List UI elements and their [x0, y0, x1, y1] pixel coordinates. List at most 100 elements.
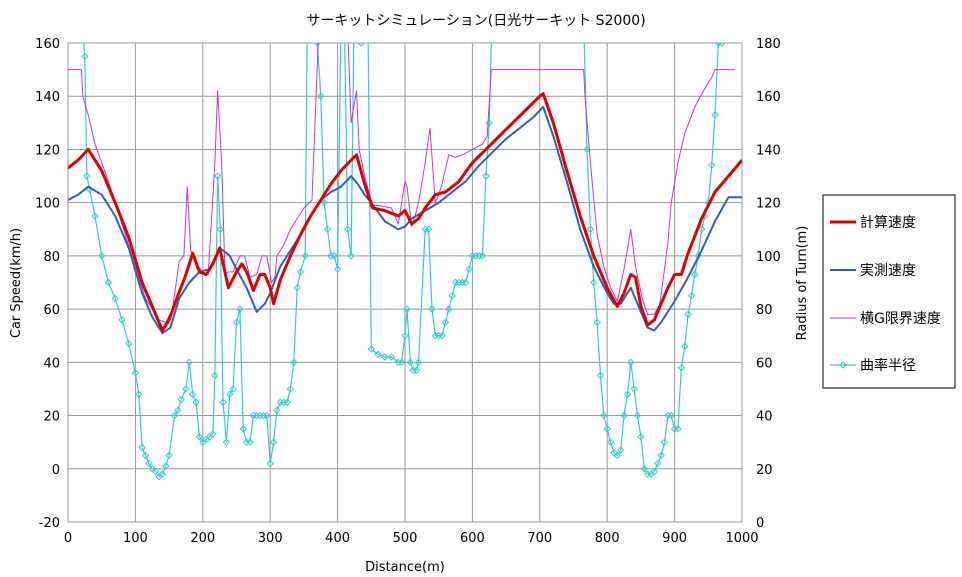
radius-point-marker: [650, 467, 659, 476]
y2-tick-label: 160: [756, 90, 781, 105]
radius-point-marker: [226, 390, 234, 398]
radius-point-marker: [269, 438, 278, 446]
x-tick-label: 0: [64, 531, 72, 546]
chart-title: サーキットシミュレーション(日光サーキット S2000): [306, 13, 645, 29]
radius-point-marker: [687, 292, 696, 300]
radius-point-marker: [445, 305, 453, 313]
radius-point-marker: [104, 278, 113, 287]
radius-point-marker: [403, 305, 411, 313]
radius-point-marker: [387, 353, 396, 361]
radius-point-marker: [485, 119, 493, 127]
y2-tick-label: 80: [756, 303, 773, 318]
radius-point-marker: [188, 390, 197, 398]
radius-point-marker: [718, 43, 726, 47]
radius-point-marker: [195, 433, 204, 441]
radius-point-marker: [637, 433, 645, 441]
radius-point-marker: [438, 332, 446, 340]
radius-point-marker: [397, 358, 406, 367]
radius-point-marker: [482, 172, 490, 180]
radius-point-marker: [185, 358, 194, 367]
radius-point-marker: [593, 318, 601, 327]
radius-point-marker: [111, 294, 119, 303]
radius-point-marker: [478, 252, 487, 260]
radius-point-marker: [610, 449, 618, 457]
radius-point-marker: [151, 467, 160, 476]
y-tick-label: 140: [35, 90, 60, 105]
radius-point-marker: [263, 411, 271, 420]
radius-point-marker: [414, 358, 423, 367]
y2-tick-label: 180: [756, 37, 781, 52]
y-tick-label: 40: [43, 356, 60, 371]
radius-point-marker: [158, 470, 167, 478]
y-tick-label: 120: [35, 143, 60, 158]
radius-point-marker: [145, 459, 153, 468]
radius-point-marker: [211, 371, 219, 380]
x-tick-label: 200: [190, 531, 215, 546]
y2-tick-label: 40: [756, 410, 773, 425]
radius-point-marker: [714, 43, 723, 47]
radius-point-marker: [293, 284, 301, 292]
y2-tick-label: 120: [756, 197, 781, 212]
radius-point-marker: [660, 438, 669, 446]
radius-point-marker: [406, 358, 415, 367]
radius-point-marker: [229, 385, 237, 393]
radius-point-marker: [374, 350, 382, 359]
radius-point-marker: [313, 43, 322, 47]
radius-point-marker: [707, 161, 716, 170]
radius-point-marker: [170, 411, 179, 420]
radius-point-marker: [424, 225, 433, 233]
y-tick-label: 80: [43, 250, 60, 265]
radius-point-marker: [616, 446, 625, 454]
radius-point-marker: [219, 398, 227, 406]
x-tick-label: 700: [527, 531, 552, 546]
radius-point-marker: [131, 369, 140, 377]
radius-point-marker: [623, 390, 632, 398]
radius-point-marker: [657, 451, 665, 460]
radius-point-marker: [239, 425, 247, 433]
x-tick-label: 400: [325, 531, 350, 546]
radius-point-marker: [320, 198, 328, 207]
radius-point-marker: [213, 172, 222, 180]
radius-point-marker: [441, 318, 450, 327]
radius-point-marker: [246, 438, 254, 446]
y-tick-label: 100: [35, 197, 60, 212]
radius-point-marker: [613, 451, 622, 460]
radius-point-marker: [124, 339, 133, 348]
y-tick-label: 20: [43, 410, 60, 425]
radius-point-marker: [640, 465, 648, 473]
radius-point-marker: [81, 52, 89, 61]
radius-point-marker: [412, 366, 421, 375]
radius-point-marker: [681, 342, 689, 351]
x-axis-label: Distance(m): [365, 560, 445, 575]
tick-labels: 0 100 200 300 400 500 600 700 800 900 1000-2002040…: [35, 37, 781, 546]
radius-point-marker: [691, 270, 699, 279]
y2-tick-label: 100: [756, 250, 781, 265]
radius-point-marker: [448, 292, 456, 300]
y2-tick-label: 140: [756, 143, 781, 158]
radius-point-marker: [148, 465, 156, 473]
radius-point-marker: [232, 318, 241, 327]
radius-point-marker: [627, 358, 635, 367]
radius-point-marker: [596, 371, 605, 380]
radius-point-marker: [465, 265, 473, 273]
radius-point-marker: [174, 406, 182, 414]
radius-point-marker: [209, 430, 217, 438]
y2-tick-label: 60: [756, 356, 773, 371]
x-tick-label: 900: [662, 531, 687, 546]
radius-point-marker: [83, 172, 91, 180]
radius-point-marker: [162, 462, 170, 470]
radius-point-marker: [381, 353, 389, 361]
radius-point-marker: [141, 451, 150, 460]
radius-point-marker: [323, 225, 332, 233]
radius-point-marker: [344, 225, 352, 233]
radius-point-marker: [711, 111, 719, 119]
radius-point-marker: [165, 451, 173, 460]
radius-point-marker: [428, 305, 436, 313]
radius-point-marker: [620, 411, 628, 420]
legend-marker: [839, 361, 847, 369]
radius-point-marker: [630, 385, 638, 393]
radius-point-marker: [347, 252, 355, 260]
y2-tick-label: 0: [756, 516, 764, 531]
